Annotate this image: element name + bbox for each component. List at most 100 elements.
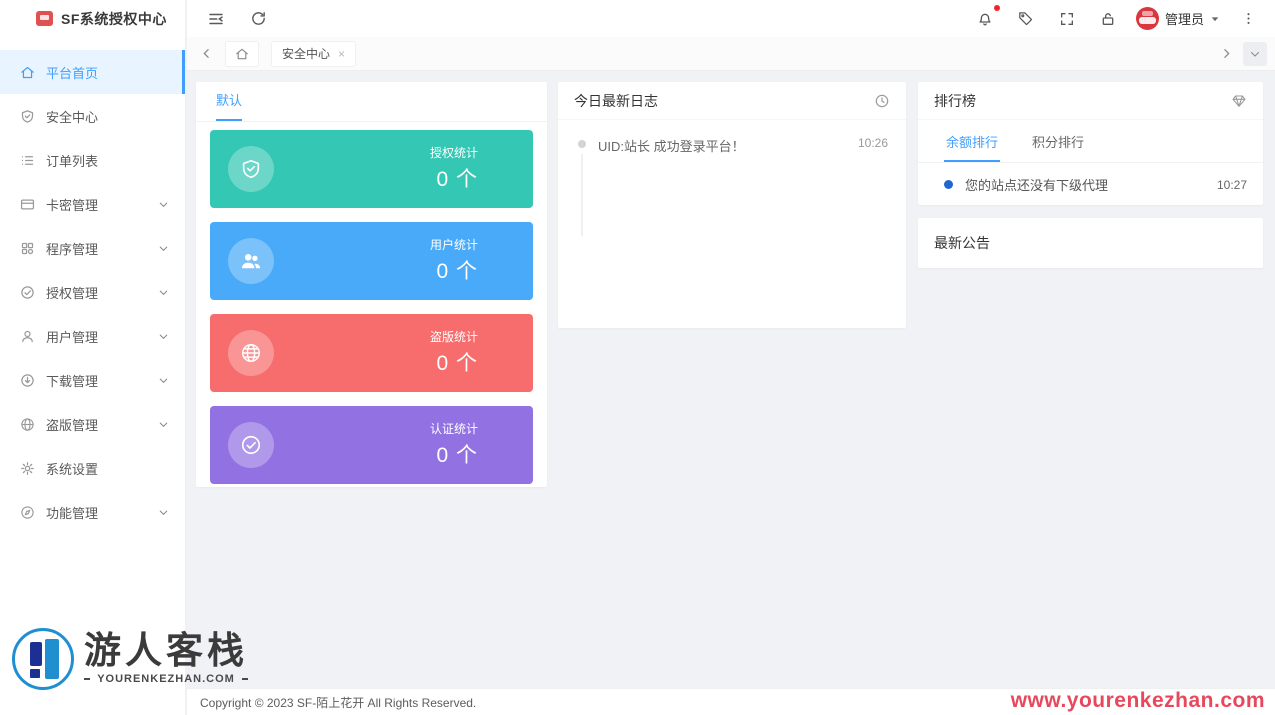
ranking-panel: 排行榜 余额排行 积分排行 您的站点还没有下级代理 10:27 [918,82,1263,205]
brand-name: 游人客栈 [84,630,248,672]
sidebar-item-user-management[interactable]: 用户管理 [0,314,185,358]
avatar [1135,7,1159,30]
timeline-line [581,154,583,236]
app-title: SF系统授权中心 [61,10,167,27]
chevron-down-icon [1250,51,1260,57]
brand-logo-icon [12,628,74,690]
gem-icon[interactable] [1231,93,1247,109]
app-logo-icon [36,11,53,26]
tab-balance-ranking[interactable]: 余额排行 [944,120,1001,162]
top-bar: 管理员 [187,0,1275,37]
chevron-down-icon [158,243,169,254]
sidebar-item-order-list[interactable]: 订单列表 [0,138,185,182]
sidebar-item-platform-home[interactable]: 平台首页 [0,50,185,94]
tab-label: 安全中心 [282,47,331,61]
notifications-button[interactable] [972,4,1000,32]
compass-icon [19,504,35,520]
app-logo-row: SF系统授权中心 [0,0,185,37]
log-entry: UID:站长 成功登录平台！ 10:26 [558,120,906,236]
clock-icon[interactable] [874,93,890,109]
chevron-down-icon [158,375,169,386]
caret-down-icon [1211,16,1219,21]
globe-icon [228,330,274,376]
stat-card-authentication[interactable]: 认证统计 0 个 [210,406,533,484]
sidebar: SF系统授权中心 平台首页 安全中心 订单列表 卡密管理 程序管理 授权管理 [0,0,186,715]
log-text: UID:站长 成功登录平台！ [598,139,745,154]
check-circle-icon [228,422,274,468]
sidebar-item-piracy-management[interactable]: 盗版管理 [0,402,185,446]
sidebar-item-label: 平台首页 [46,65,99,81]
stat-card-piracy[interactable]: 盗版统计 0 个 [210,314,533,392]
log-time: 10:26 [857,136,888,150]
stat-label: 授权统计 [429,146,478,160]
brand-domain: YOURENKEZHAN.COM [84,673,248,685]
tabs-dropdown-button[interactable] [1243,41,1267,66]
close-tab-icon[interactable]: × [338,46,346,61]
sidebar-item-card-key-management[interactable]: 卡密管理 [0,182,185,226]
tab-default[interactable]: 默认 [216,90,243,121]
sidebar-item-label: 安全中心 [46,109,99,125]
notice-panel: 最新公告 [918,218,1263,268]
tabs-scroll-left-button[interactable] [195,43,217,65]
notice-panel-title: 最新公告 [934,235,990,251]
stat-label: 盗版统计 [429,330,478,344]
sidebar-item-label: 盗版管理 [46,417,99,433]
stats-tab-row: 默认 [196,82,547,122]
ranking-panel-title: 排行榜 [934,92,976,109]
notification-badge [993,4,1000,11]
sidebar-item-label: 订单列表 [46,153,99,169]
tab-security-center[interactable]: 安全中心 × [271,40,357,67]
stat-value: 0 个 [436,168,478,191]
tab-bar: 安全中心 × [187,37,1275,71]
ranking-text: 您的站点还没有下级代理 [965,178,1109,193]
home-tab-button[interactable] [225,40,259,67]
watermark-url: www.yourenkezhan.com [1010,689,1265,712]
watermark-logo: 游人客栈 YOURENKEZHAN.COM [12,628,248,690]
stat-value: 0 个 [436,260,478,283]
chevron-down-icon [158,331,169,342]
tabs-scroll-right-button[interactable] [1215,43,1237,65]
chevron-down-icon [158,419,169,430]
download-icon [19,372,35,388]
sidebar-item-download-management[interactable]: 下载管理 [0,358,185,402]
list-icon [19,152,35,168]
stat-label: 用户统计 [429,238,478,252]
refresh-button[interactable] [245,6,271,32]
lock-screen-button[interactable] [1095,6,1121,32]
sidebar-item-function-management[interactable]: 功能管理 [0,490,185,534]
tag-button[interactable] [1013,6,1039,32]
fullscreen-button[interactable] [1054,6,1080,32]
user-name: 管理员 [1164,12,1204,27]
sidebar-item-authorization-management[interactable]: 授权管理 [0,270,185,314]
stat-value: 0 个 [436,352,478,375]
sidebar-item-security-center[interactable]: 安全中心 [0,94,185,138]
sidebar-item-system-settings[interactable]: 系统设置 [0,446,185,490]
app-grid-icon [19,240,35,256]
chevron-down-icon [158,507,169,518]
stat-value: 0 个 [436,444,478,467]
sidebar-item-program-management[interactable]: 程序管理 [0,226,185,270]
tab-points-ranking[interactable]: 积分排行 [1032,135,1085,150]
card-icon [19,196,35,212]
collapse-sidebar-button[interactable] [203,6,229,32]
sidebar-item-label: 授权管理 [46,285,99,301]
sidebar-item-label: 系统设置 [46,461,99,477]
stat-label: 认证统计 [429,422,478,436]
timeline-dot-icon [578,140,586,148]
chevron-down-icon [158,287,169,298]
today-logs-panel: 今日最新日志 UID:站长 成功登录平台！ 10:26 [558,82,906,328]
more-options-button[interactable] [1235,6,1261,32]
user-menu[interactable]: 管理员 [1135,7,1220,30]
users-icon [228,238,274,284]
globe-icon [19,416,35,432]
copyright-text: Copyright © 2023 SF-陌上花开 All Rights Rese… [200,695,477,710]
gear-icon [19,460,35,476]
stats-panel: 默认 授权统计 0 个 用户统计 0 个 盗版统计 0 个 认证统计 0 个 [196,82,547,487]
bullet-dot-icon [944,180,953,189]
shield-check-icon [19,108,35,124]
ranking-tabs: 余额排行 积分排行 [918,120,1263,163]
sidebar-menu: 平台首页 安全中心 订单列表 卡密管理 程序管理 授权管理 用户管理 [0,37,185,534]
stat-card-users[interactable]: 用户统计 0 个 [210,222,533,300]
sidebar-item-label: 卡密管理 [46,197,99,213]
stat-card-authorization[interactable]: 授权统计 0 个 [210,130,533,208]
